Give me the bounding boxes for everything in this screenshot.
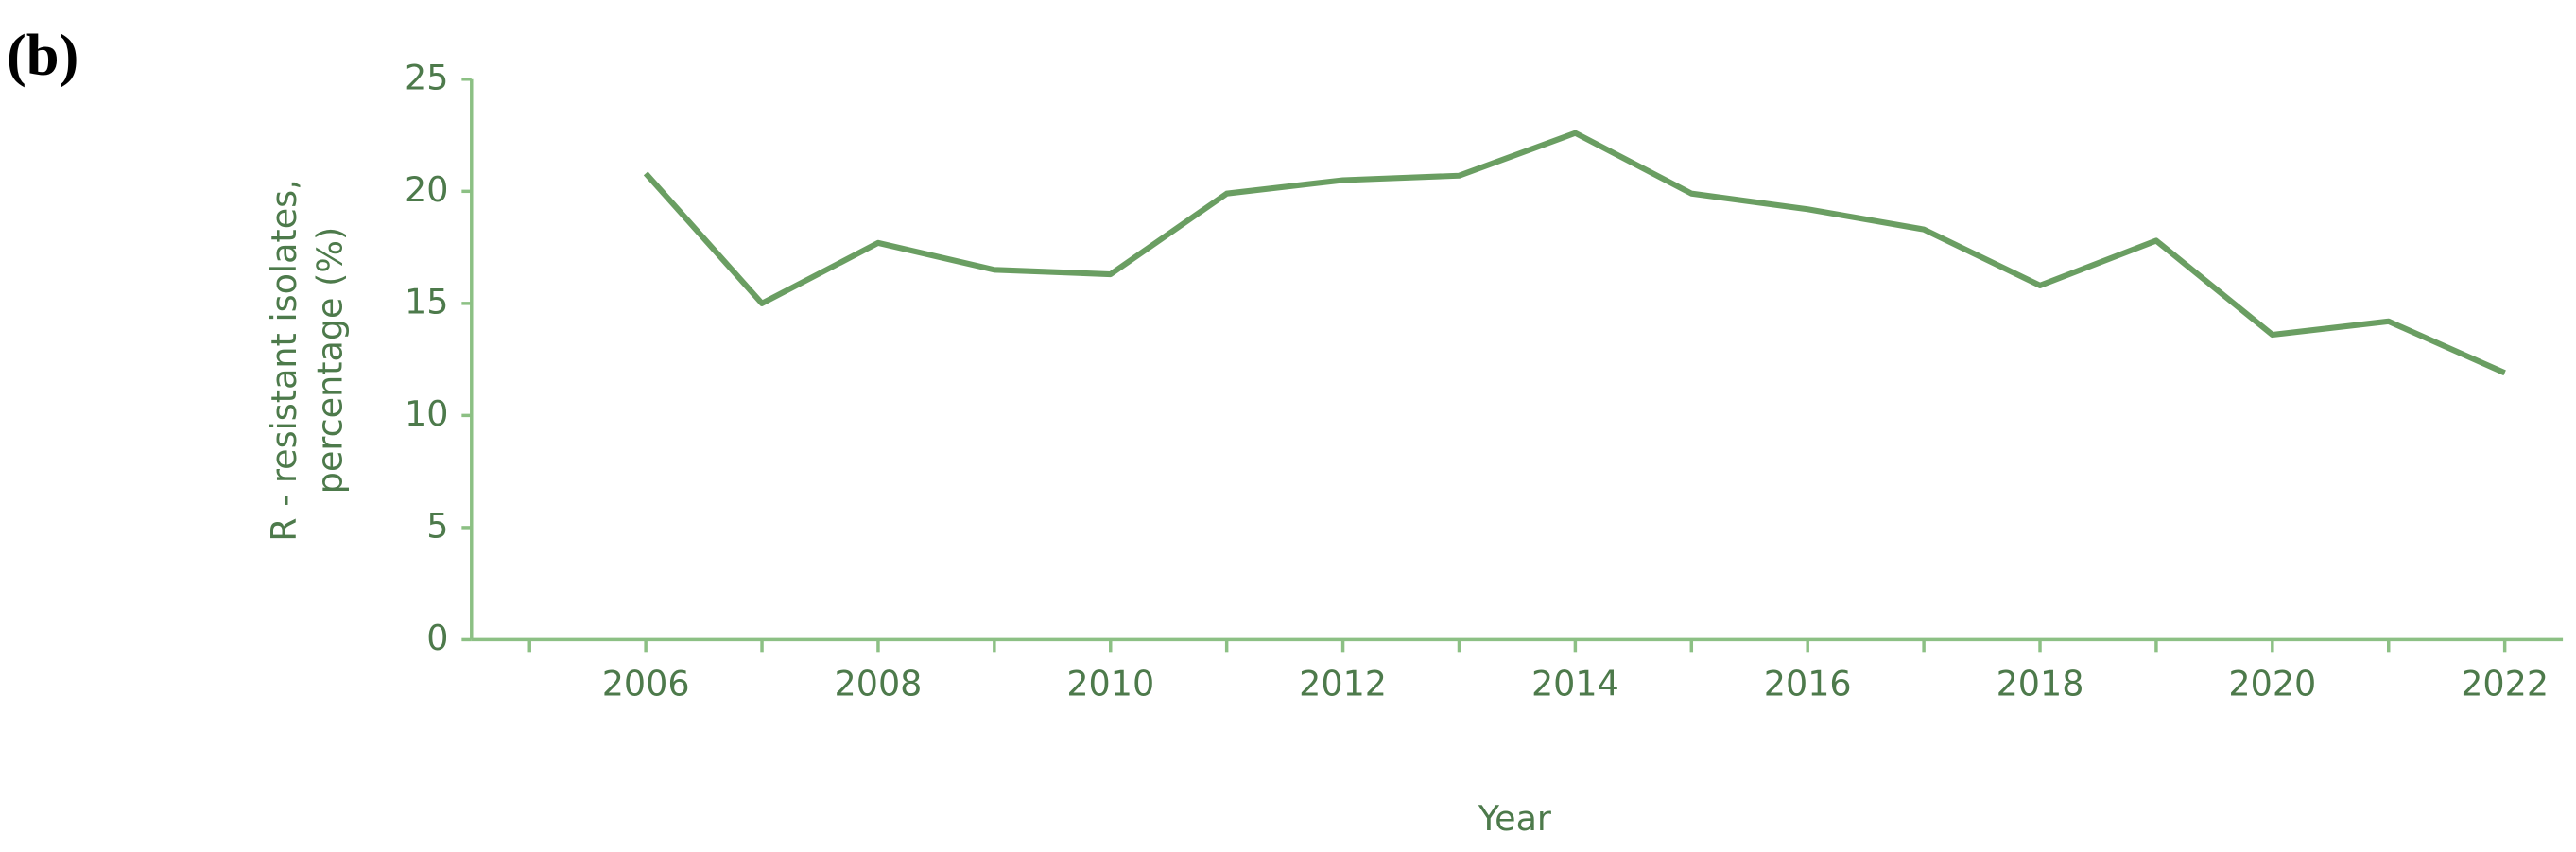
panel-label: (b) (7, 22, 78, 88)
y-axis-title-line: percentage (%) (310, 227, 351, 494)
y-tick-label: 20 (405, 169, 448, 210)
x-tick-label: 2008 (835, 664, 923, 704)
x-tick-label: 2020 (2228, 664, 2316, 704)
x-tick-label: 2006 (602, 664, 690, 704)
x-tick-label: 2014 (1531, 664, 1619, 704)
y-tick-label: 0 (426, 617, 448, 658)
x-tick-label: 2010 (1066, 664, 1154, 704)
y-tick-label: 10 (405, 393, 448, 434)
y-tick-label: 5 (426, 505, 448, 546)
x-tick-label: 2018 (1997, 664, 2084, 704)
data-line (643, 130, 2506, 376)
x-tick-label: 2016 (1764, 664, 1852, 704)
y-axis-title: R - resistant isolates, percentage (%) (264, 179, 351, 542)
x-axis-title: Year (1478, 798, 1551, 839)
y-axis-title-line: R - resistant isolates, (264, 179, 304, 542)
y-tick-label: 25 (405, 57, 448, 97)
x-tick-label: 2012 (1299, 664, 1387, 704)
x-tick-label: 2022 (2461, 664, 2549, 704)
y-tick-label: 15 (405, 281, 448, 322)
